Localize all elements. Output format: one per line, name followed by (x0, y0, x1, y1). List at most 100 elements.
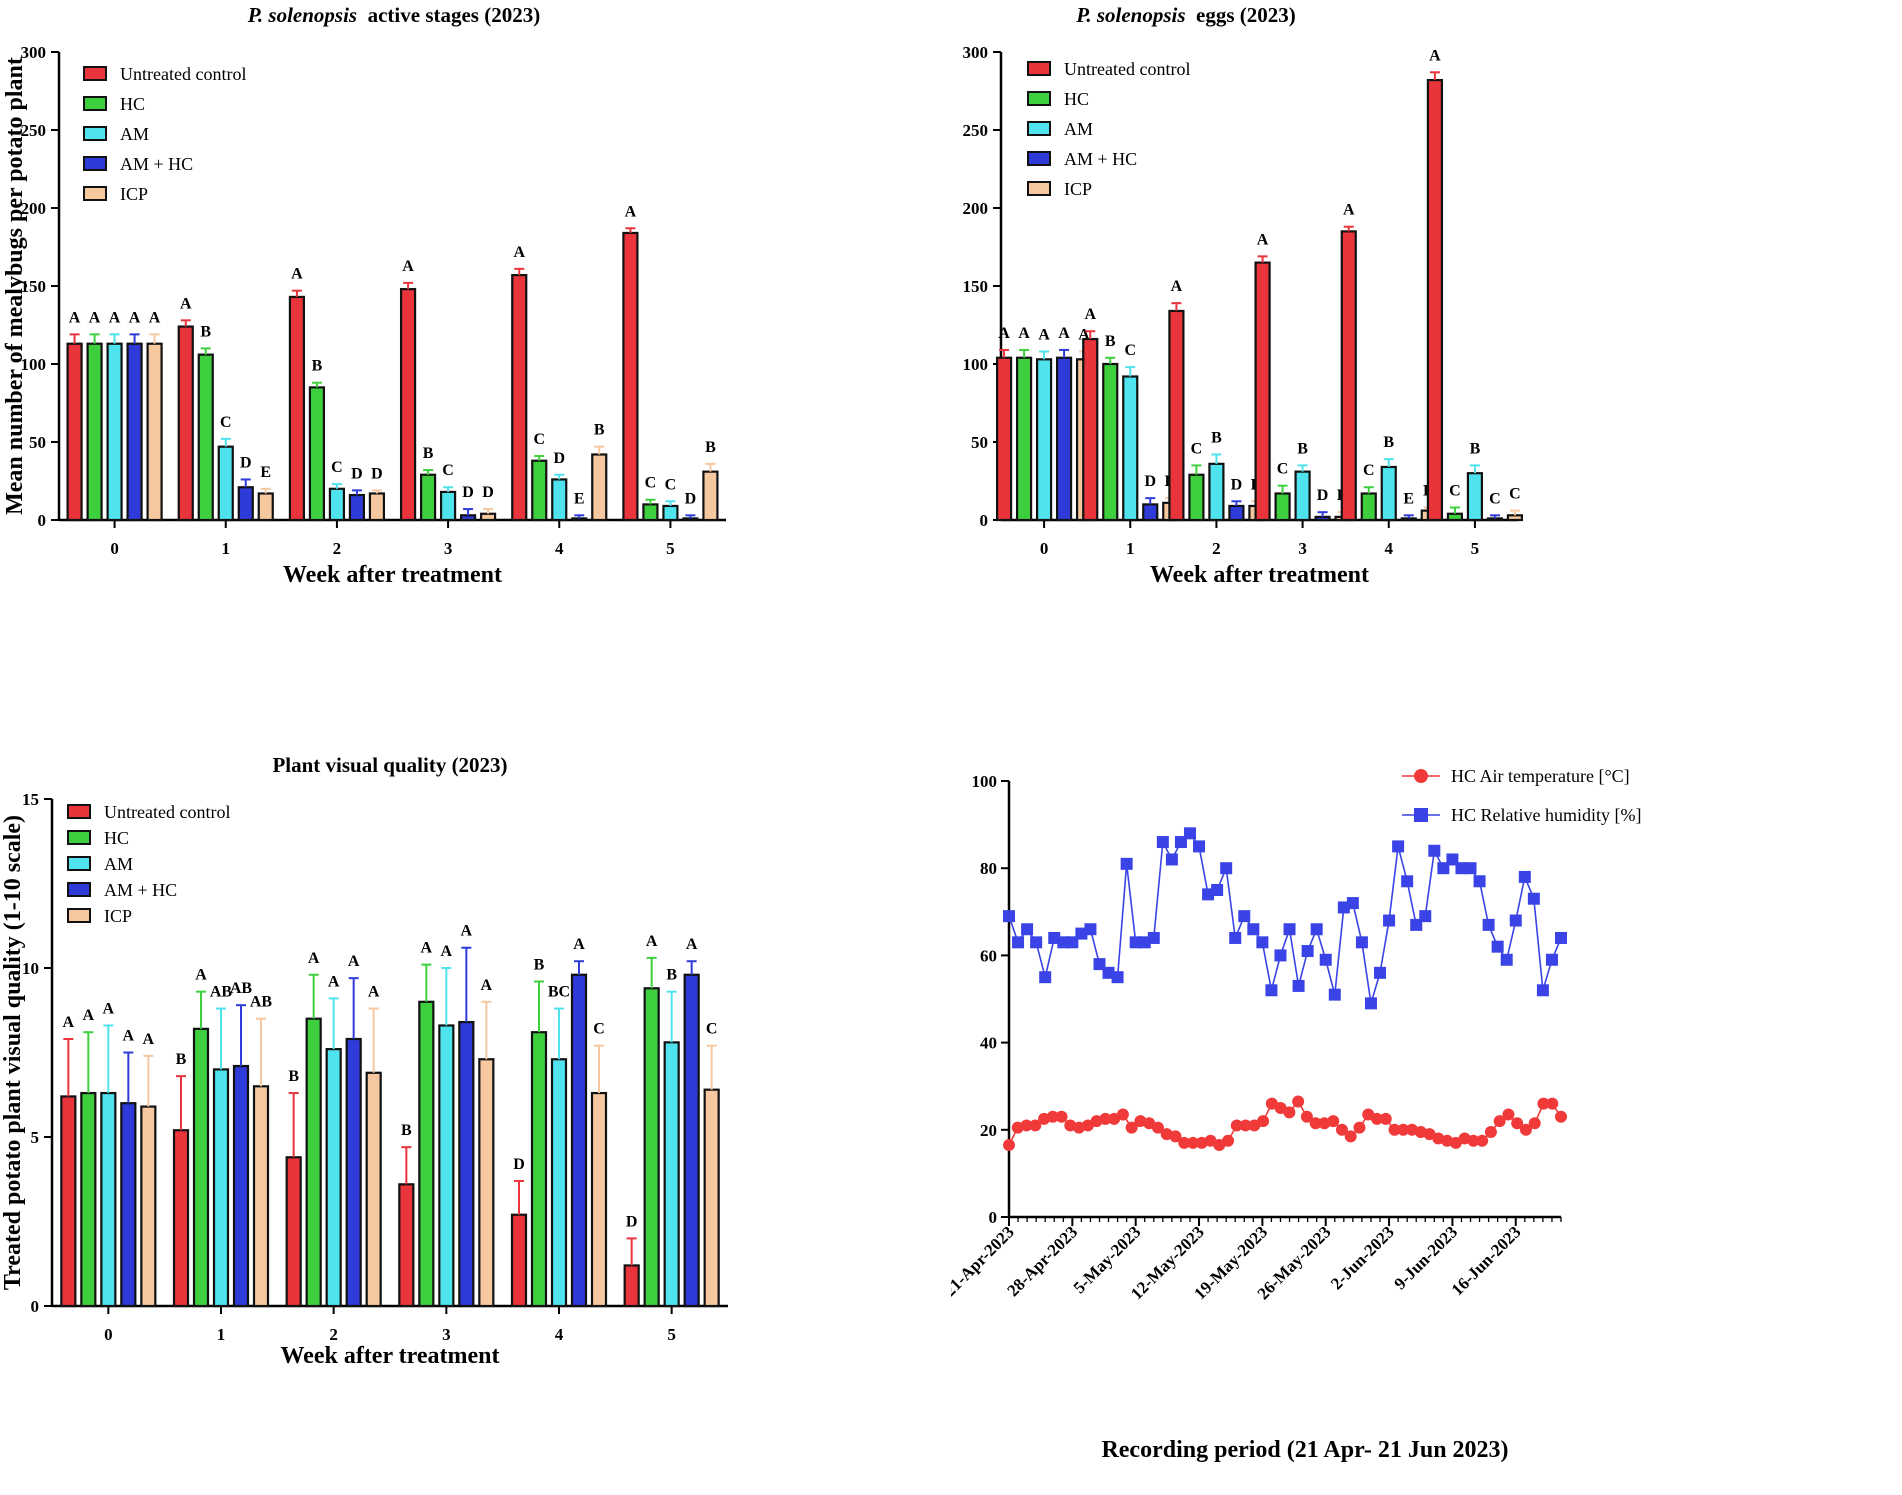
point-relative-humidity (1419, 910, 1432, 923)
significance-letter: A (1038, 327, 1050, 344)
significance-letter: A (328, 973, 340, 990)
legend-label-relative-humidity: HC Relative humidity [%] (1451, 805, 1641, 825)
point-air-temperature (1555, 1110, 1567, 1123)
point-air-temperature (1283, 1106, 1296, 1119)
y-tick-label: 150 (963, 277, 989, 296)
legend-label-am: AM (104, 854, 133, 874)
bar-am-hc-week-4 (570, 973, 588, 1308)
significance-letter: A (1429, 47, 1441, 64)
point-air-temperature (1055, 1110, 1068, 1123)
bar-untreated-control-week-4 (511, 273, 528, 522)
x-tick-label: 3 (1298, 539, 1307, 558)
point-relative-humidity (1202, 888, 1215, 901)
point-air-temperature (1502, 1108, 1515, 1121)
bar-hc-week-4 (531, 459, 548, 522)
x-tick-label: 0 (1040, 539, 1049, 558)
bar-am-hc-week-1 (1142, 503, 1159, 522)
panel-active-stages: P. solenopsis active stages (2023) 0 50 100… (0, 0, 951, 745)
legend-label-icp: ICP (120, 184, 148, 204)
legend-label-untreated-control: Untreated control (104, 802, 230, 822)
significance-letter: A (69, 309, 81, 326)
point-relative-humidity (1265, 984, 1278, 997)
bar-hc-week-4 (530, 1031, 548, 1308)
bar-untreated-control-week-1 (1082, 337, 1099, 522)
bar-am-week-3 (1294, 470, 1311, 522)
point-air-temperature (1371, 1112, 1383, 1125)
x-tick-label: 5 (666, 539, 675, 558)
significance-letter: D (1317, 487, 1329, 504)
x-tick-label: 2 (1212, 539, 1221, 558)
significance-letter: D (553, 450, 565, 467)
significance-letter: A (368, 984, 380, 1001)
bar-hc-week-2 (308, 386, 326, 522)
chart-title-space (357, 3, 368, 27)
significance-letter: B (534, 957, 545, 974)
significance-letter: A (1018, 325, 1030, 342)
point-relative-humidity (1446, 853, 1459, 866)
bar-hc-week-0 (80, 1091, 97, 1308)
significance-letter: A (1171, 278, 1183, 295)
significance-letter: A (573, 936, 585, 953)
significance-letter: E (1403, 490, 1414, 507)
significance-letter: A (129, 309, 141, 326)
significance-letter: B (288, 1068, 299, 1085)
y-tick-label: 15 (22, 790, 39, 809)
bar-am-week-4 (550, 1058, 568, 1308)
significance-letter: C (706, 1021, 718, 1038)
bar-hc-week-2 (305, 1017, 322, 1308)
x-tick-label: 5 (667, 1325, 676, 1344)
x-tick-label: 0 (104, 1325, 113, 1344)
bar-untreated-control-week-2 (288, 295, 306, 522)
point-air-temperature (1187, 1136, 1199, 1149)
bar-hc-week-5 (1446, 512, 1464, 522)
point-air-temperature (1511, 1117, 1524, 1130)
y-tick-label: 10 (22, 959, 39, 978)
bar-untreated-control-week-3 (399, 288, 417, 522)
point-air-temperature (1125, 1121, 1138, 1134)
legend-label-hc: HC (120, 94, 145, 114)
legend-swatch-am-hc (1027, 151, 1051, 166)
bar-am-week-0 (106, 342, 123, 522)
bar-untreated-control-week-2 (285, 1156, 302, 1308)
point-relative-humidity (1003, 910, 1015, 923)
significance-letter: C (533, 431, 545, 448)
significance-letter: C (442, 462, 454, 479)
legend-label-hc: HC (1064, 89, 1089, 109)
bar-am-week-3 (439, 490, 457, 522)
bar-am-week-0 (1035, 358, 1053, 522)
significance-letter: A (402, 258, 414, 275)
significance-letter: D (1144, 473, 1156, 490)
bar-hc-week-1 (197, 353, 214, 522)
significance-letter: A (686, 936, 698, 953)
point-air-temperature (1344, 1130, 1357, 1143)
significance-letter: D (685, 490, 697, 507)
legend-swatch-hc (83, 96, 107, 111)
x-tick-label: 1 (222, 539, 231, 558)
significance-letter: A (109, 309, 121, 326)
point-relative-humidity (1536, 984, 1549, 997)
point-air-temperature (1327, 1115, 1340, 1128)
bar-icp-week-1 (257, 492, 274, 522)
bar-icp-week-5 (703, 1088, 720, 1308)
point-relative-humidity (1039, 971, 1052, 984)
bar-untreated-control-week-4 (510, 1213, 528, 1308)
significance-letter: D (482, 484, 494, 501)
legend-swatch-am (67, 856, 91, 871)
y-tick-label: 100 (21, 355, 47, 374)
significance-letter: A (308, 950, 320, 967)
chart-eggs: P. solenopsis eggs (2023)050100150200250… (834, 3, 1524, 588)
x-tick-label: 1 (217, 1325, 226, 1344)
y-tick-label: 50 (29, 433, 46, 452)
bar-icp-week-2 (368, 492, 386, 522)
y-tick-label: 0 (31, 1297, 40, 1316)
point-air-temperature (1151, 1121, 1164, 1134)
point-air-temperature (1353, 1121, 1366, 1134)
bar-untreated-control-week-1 (172, 1129, 190, 1308)
x-tick-label: 3 (444, 539, 453, 558)
point-relative-humidity (1193, 840, 1206, 853)
point-relative-humidity (1346, 897, 1359, 910)
bar-am-week-3 (438, 1024, 455, 1308)
point-relative-humidity (1482, 918, 1495, 931)
x-tick-label: 2 (333, 539, 342, 558)
bar-hc-week-5 (642, 503, 659, 522)
